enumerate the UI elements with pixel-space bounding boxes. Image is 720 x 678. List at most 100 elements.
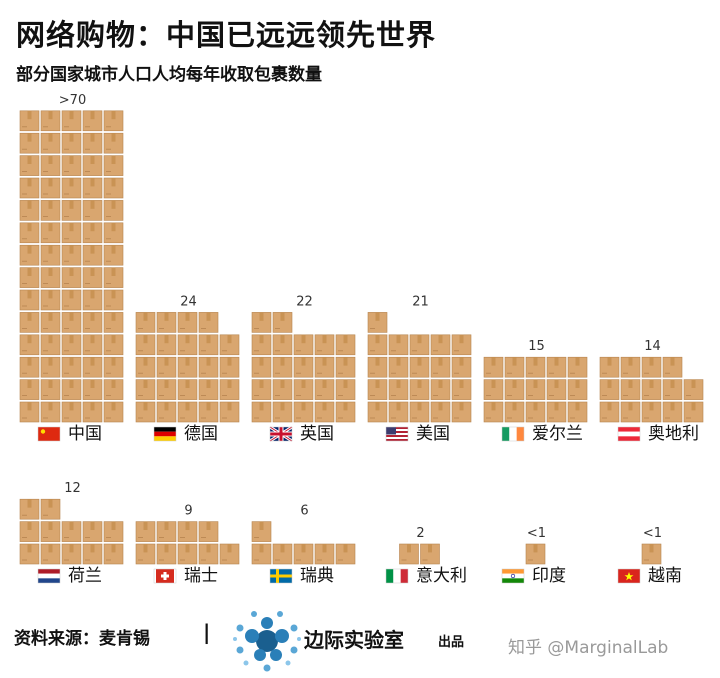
package-icon [567, 356, 588, 378]
package-icon [82, 177, 103, 199]
package-icon [525, 401, 546, 423]
package-icon [61, 155, 82, 176]
package-icon [40, 155, 61, 176]
chart-title: 网络购物：中国已远远领先世界 [16, 18, 437, 52]
package-icon [335, 543, 356, 565]
package-icon [103, 132, 124, 154]
country-group: 15 爱尔兰 [483, 339, 588, 444]
package-icon [409, 401, 430, 423]
package-icon [198, 334, 219, 356]
package-icon [82, 289, 103, 311]
country-label: 印度 [532, 566, 566, 586]
package-icon [40, 289, 61, 311]
package-icon [156, 312, 177, 333]
package-icon [219, 401, 240, 423]
country-group: 14 奥地利 [599, 339, 704, 444]
package-icon [662, 356, 683, 378]
package-icon [177, 379, 198, 400]
package-icon [293, 543, 314, 565]
package-icon [198, 401, 219, 423]
package-icon [430, 356, 451, 378]
package-icon [251, 543, 272, 565]
package-icon [314, 356, 335, 378]
package-icon [251, 379, 272, 400]
country-label: 爱尔兰 [532, 424, 583, 444]
package-icon [335, 356, 356, 378]
country-group: <1 印度 [501, 526, 566, 586]
value-label: 21 [412, 294, 429, 309]
package-icon [82, 244, 103, 266]
package-icon [61, 177, 82, 199]
package-icon [198, 543, 219, 565]
package-icon [61, 132, 82, 154]
country-group: 12 荷兰 [19, 481, 124, 586]
package-icon [388, 334, 409, 356]
package-icon [19, 222, 40, 244]
package-icon [19, 267, 40, 288]
package-icon [61, 543, 82, 565]
package-icon [103, 379, 124, 400]
package-icon [599, 401, 620, 423]
package-icon [40, 267, 61, 288]
package-icon [156, 379, 177, 400]
package-icon [546, 379, 567, 400]
package-icon [61, 289, 82, 311]
package-icon [483, 379, 504, 400]
package-icon [198, 356, 219, 378]
country-group: 6 瑞典 [251, 504, 356, 586]
package-icon [103, 334, 124, 356]
package-icon [82, 267, 103, 288]
package-icon [40, 222, 61, 244]
package-icon [61, 521, 82, 542]
package-icon [683, 379, 704, 400]
package-icon [19, 312, 40, 333]
package-icon [19, 498, 40, 520]
package-icon [293, 401, 314, 423]
package-icon [61, 267, 82, 288]
package-icon [40, 334, 61, 356]
package-icon [177, 401, 198, 423]
package-icon [483, 356, 504, 378]
package-icon [219, 356, 240, 378]
india-flag [501, 568, 525, 584]
package-icon [103, 401, 124, 423]
package-icon [40, 498, 61, 520]
package-icon [82, 521, 103, 542]
country-group: 21 美国 [367, 294, 472, 444]
country-group: 22 英国 [251, 294, 356, 444]
package-icon [40, 401, 61, 423]
package-icon [103, 244, 124, 266]
netherlands-flag [37, 568, 61, 584]
package-icon [82, 379, 103, 400]
package-icon [40, 132, 61, 154]
package-icon [399, 543, 419, 565]
package-icon [19, 244, 40, 266]
value-label: <1 [643, 526, 662, 541]
package-icon [272, 356, 293, 378]
package-icon [40, 177, 61, 199]
country-label: 越南 [648, 566, 682, 586]
package-icon [251, 521, 272, 542]
package-icon [177, 356, 198, 378]
ireland-flag [501, 426, 525, 442]
package-icon [599, 379, 620, 400]
package-icon [620, 356, 641, 378]
package-icon [641, 543, 662, 565]
package-icon [82, 110, 103, 132]
package-icon [272, 401, 293, 423]
package-icon [367, 379, 388, 400]
country-label: 瑞典 [300, 566, 334, 586]
italy-flag [385, 568, 409, 584]
package-icon [430, 334, 451, 356]
chart-subtitle: 部分国家城市人口人均每年收取包裹数量 [16, 65, 322, 85]
package-icon [198, 379, 219, 400]
pictogram-chart: >70 中国 24 德国 22 英国 21 美国 15 爱尔兰 14 奥地利 12 荷兰 9 瑞士 6 瑞典 2 意大… [19, 93, 704, 586]
package-icon [19, 132, 40, 154]
package-icon [219, 334, 240, 356]
package-icon [40, 521, 61, 542]
package-icon [219, 379, 240, 400]
package-icon [103, 110, 124, 132]
package-icon [219, 543, 240, 565]
package-icon [19, 200, 40, 221]
austria-flag [617, 426, 641, 442]
